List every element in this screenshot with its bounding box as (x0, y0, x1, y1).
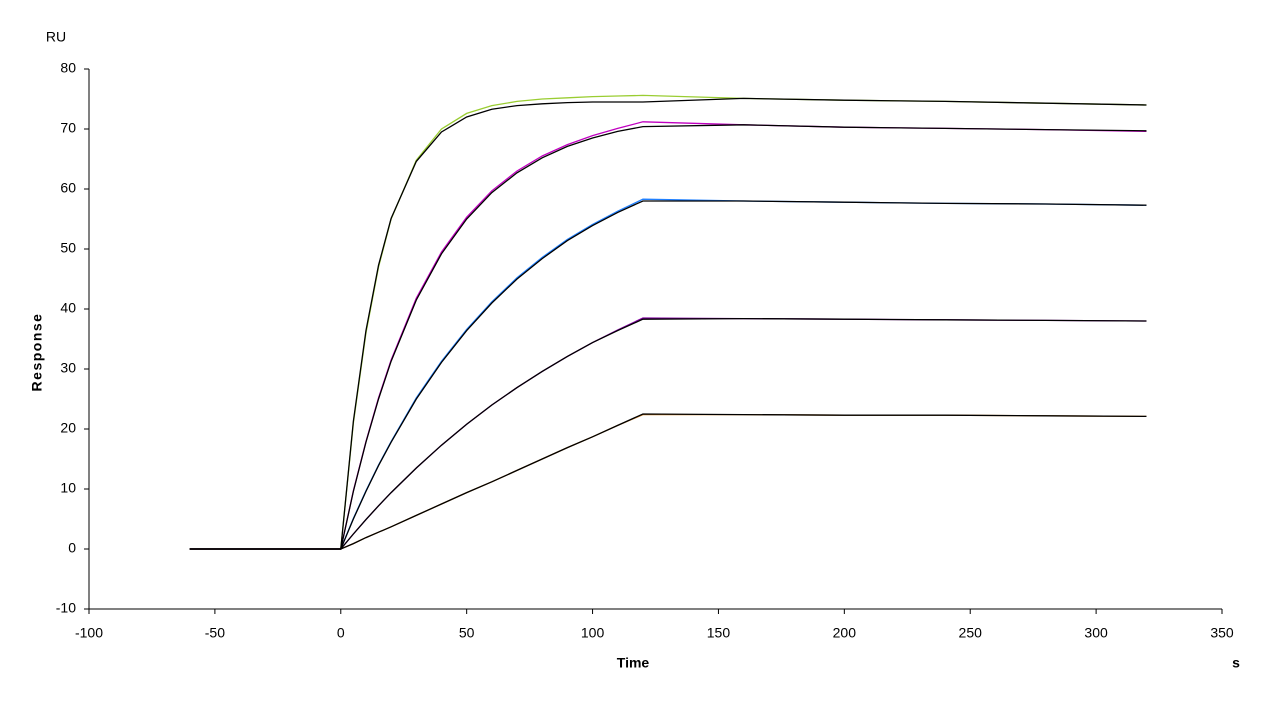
series-line (189, 413, 1147, 550)
y-tick-label: 0 (68, 540, 76, 556)
x-tick-label: 0 (337, 625, 345, 641)
x-tick-label: -50 (205, 625, 225, 641)
x-tick-label: 150 (707, 625, 731, 641)
y-tick-label: 30 (60, 360, 76, 376)
y-tick-label: 80 (60, 60, 76, 76)
x-tick-label: -100 (75, 625, 103, 641)
x-tick-label: 100 (581, 625, 605, 641)
y-tick-label: 60 (60, 180, 76, 196)
x-axis-label: Time (617, 655, 650, 671)
y-tick-label: 40 (60, 300, 76, 316)
series-line (189, 200, 1147, 550)
y-tick-label: 50 (60, 240, 76, 256)
x-tick-label: 350 (1210, 625, 1234, 641)
x-tick-label: 50 (459, 625, 475, 641)
y-tick-label: -10 (56, 600, 76, 616)
series-line (189, 317, 1147, 550)
x-tick-label: 200 (833, 625, 857, 641)
x-tick-label: 250 (959, 625, 983, 641)
y-unit: RU (46, 29, 66, 45)
y-axis-label: Response (29, 313, 45, 392)
series-line (189, 124, 1147, 550)
y-tick-label: 70 (60, 120, 76, 136)
x-tick-label: 300 (1084, 625, 1108, 641)
series-line (189, 97, 1147, 550)
x-unit: s (1232, 655, 1240, 671)
y-tick-label: 20 (60, 420, 76, 436)
y-tick-label: 10 (60, 480, 76, 496)
